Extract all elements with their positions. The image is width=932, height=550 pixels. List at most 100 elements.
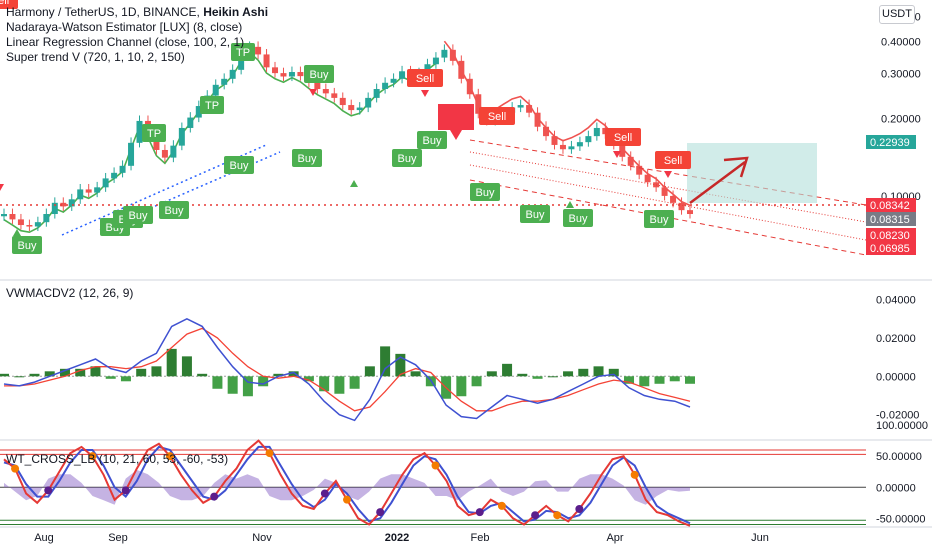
signal-badge-tp: TP: [142, 124, 166, 142]
wt-cross-dot: [88, 452, 97, 461]
badge-label: Buy: [398, 153, 417, 165]
wt-cross-dot: [475, 508, 484, 517]
signal-badge-sell: Sell: [655, 151, 691, 169]
candle-body: [68, 199, 75, 207]
candle-body: [356, 107, 363, 111]
macd-hist-bar: [502, 363, 513, 377]
macd-hist-bar: [273, 373, 284, 377]
signal-badge-buy: Buy: [12, 236, 42, 254]
regression-channel-line: [469, 164, 867, 241]
macd-hist-bar: [669, 376, 680, 382]
signal-badge-sell: Sell: [479, 107, 515, 125]
wt-cross-dot: [531, 511, 540, 520]
candle-body: [466, 78, 473, 95]
badge-background: [304, 65, 334, 83]
regression-channel-line: [469, 151, 867, 223]
supertrend-line-green: [3, 51, 437, 234]
macd-hist-bar: [90, 366, 101, 377]
macd-y-tick-label: 0.00000: [876, 371, 916, 383]
macd-hist-bar: [288, 371, 299, 377]
wt-y-tick-label: 100.00000: [876, 420, 928, 432]
macd-hist-bar: [303, 376, 314, 382]
signal-line: [4, 327, 691, 412]
candle-body: [331, 93, 338, 98]
badge-label: Sell: [0, 0, 9, 7]
macd-hist-bar: [624, 376, 635, 384]
wt-cross-dot: [497, 501, 506, 510]
wt-cross-dot: [431, 461, 440, 470]
candle-body: [221, 78, 228, 85]
macd-hist-bar: [212, 376, 223, 389]
signal-triangle-down: [0, 184, 4, 191]
badge-label: TP: [205, 100, 219, 112]
signal-badge-tp: TP: [231, 43, 255, 61]
price-label-text: 0.08315: [870, 214, 910, 226]
candle-body: [653, 182, 660, 188]
signal-triangle-down: [309, 89, 317, 96]
candle-body: [559, 144, 566, 150]
badge-background: [470, 183, 500, 201]
badge-background: [142, 124, 166, 142]
wt-y-tick-label: 0.00000: [876, 482, 916, 494]
candle-body: [339, 97, 346, 106]
candle-body: [17, 219, 24, 226]
signal-badge-buy: Buy: [304, 65, 334, 83]
macd-hist-bar: [75, 368, 86, 377]
macd-hist-bar: [547, 376, 558, 378]
wt-cross-dot: [265, 449, 274, 458]
x-tick-label: Sep: [108, 532, 128, 544]
macd-hist-bar: [380, 346, 391, 377]
candle-body: [229, 69, 236, 79]
candle-body: [543, 126, 550, 137]
badge-label: Buy: [129, 210, 148, 222]
badge-label: Buy: [650, 214, 669, 226]
candle-body: [136, 120, 143, 143]
candle-body: [51, 202, 58, 215]
candle-body: [111, 172, 118, 179]
signal-badge-tp: TP: [200, 96, 224, 114]
macd-pane: [0, 317, 695, 422]
candle-body: [77, 189, 84, 200]
signal-triangle-down: [664, 171, 672, 178]
signal-triangle-up: [13, 229, 21, 236]
projection-arrow: [689, 160, 746, 205]
wt-cross-dot: [320, 489, 329, 498]
candle-body: [441, 49, 448, 58]
candle-body: [119, 165, 126, 173]
price-label-red: 0.08230: [866, 228, 916, 242]
currency-button[interactable]: USDT: [879, 5, 915, 24]
signal-box: [438, 104, 474, 130]
candle-body: [170, 145, 177, 158]
macd-hist-bar: [456, 376, 467, 397]
candle-body: [161, 149, 168, 158]
price-label-bg: [866, 135, 916, 149]
candle-body: [534, 112, 541, 127]
signal-badge-buy: Buy: [392, 149, 422, 167]
legend-line-1: Nadaraya-Watson Estimator [LUX] (8, clos…: [6, 20, 243, 34]
macd-hist-bar: [349, 376, 360, 389]
wt-cross-dot: [121, 486, 130, 495]
price-axis: 0.500000.400000.300000.200000.100000.229…: [866, 12, 928, 525]
price-label-bg: [866, 212, 916, 226]
macd-hist-bar: [410, 371, 421, 377]
signal-badge-buy: Buy: [520, 205, 550, 223]
badge-background: [292, 149, 322, 167]
candle-body: [678, 202, 685, 211]
candle-body: [670, 195, 677, 203]
badge-background: [407, 69, 443, 87]
candle-body: [619, 144, 626, 157]
wt-cross-dot: [165, 452, 174, 461]
badge-background: [520, 205, 550, 223]
badge-background: [644, 210, 674, 228]
badge-label: Buy: [310, 69, 329, 81]
badge-background: [12, 236, 42, 254]
macd-hist-bar: [334, 376, 345, 394]
candle-body: [644, 174, 651, 183]
macd-hist-bar: [364, 366, 375, 377]
price-label-red: 0.06985: [866, 241, 916, 255]
macd-hist-bar: [166, 348, 177, 377]
candle-body: [297, 72, 304, 77]
x-tick-label: 2022: [385, 532, 409, 544]
macd-hist-bar: [151, 366, 162, 377]
wt-pane: [0, 439, 866, 527]
